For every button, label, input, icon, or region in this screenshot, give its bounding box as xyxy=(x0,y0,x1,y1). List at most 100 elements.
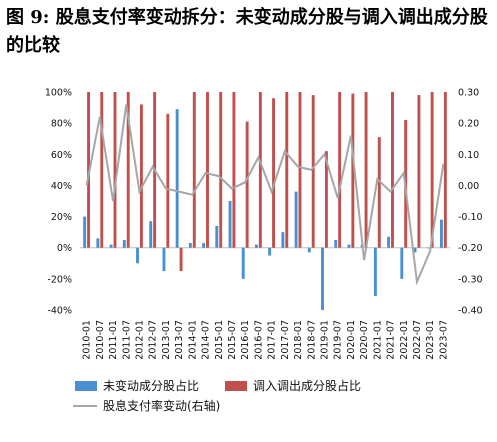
bar-inout xyxy=(285,92,289,248)
x-tick-label: 2022-01 xyxy=(399,320,410,360)
x-tick-label: 2021-07 xyxy=(386,320,397,360)
bar-unchanged xyxy=(122,239,126,248)
bar-unchanged xyxy=(294,191,298,248)
legend-swatch xyxy=(225,381,247,391)
x-tick-label: 2019-01 xyxy=(319,320,330,360)
x-tick-label: 2023-01 xyxy=(425,320,436,360)
bar-unchanged xyxy=(188,243,192,248)
x-tick-label: 2023-07 xyxy=(438,320,449,360)
bar-unchanged xyxy=(254,244,258,248)
bar-inout xyxy=(126,92,130,248)
x-tick-label: 2020-07 xyxy=(359,320,370,360)
y-right-tick-label: 0.00 xyxy=(458,181,479,192)
bar-inout xyxy=(232,92,236,248)
x-tick-label: 2011-01 xyxy=(108,320,119,360)
bar-inout xyxy=(206,92,209,248)
left-axis: -40% -20% 0% 20% 40% 60% 80% 100% xyxy=(45,88,72,317)
x-tick-label: 2018-07 xyxy=(306,320,317,360)
x-tick-label: 2015-01 xyxy=(214,320,225,360)
bar-inout xyxy=(179,247,183,272)
bar-inout xyxy=(192,92,196,248)
y-right-tick-label: -0.10 xyxy=(458,212,483,223)
bar-unchanged xyxy=(83,216,87,248)
x-tick-label: 2021-01 xyxy=(372,320,383,360)
x-tick-label: 2014-07 xyxy=(201,320,212,360)
y-left-tick-label: 80% xyxy=(51,119,72,130)
bar-unchanged xyxy=(162,247,166,272)
x-tick-label: 2015-07 xyxy=(227,320,238,360)
y-left-tick-label: 0% xyxy=(57,243,72,254)
bar-inout xyxy=(417,95,421,248)
bar-unchanged xyxy=(175,109,179,248)
bar-inout xyxy=(219,92,223,248)
x-tick-label: 2010-07 xyxy=(95,320,106,360)
x-tick-label: 2017-01 xyxy=(267,320,278,360)
bar-inout xyxy=(298,92,302,248)
bar-unchanged xyxy=(347,244,351,248)
bar-inout xyxy=(430,92,434,248)
bar-inout xyxy=(324,151,328,248)
bar-unchanged xyxy=(96,238,100,248)
x-tick-label: 2022-07 xyxy=(412,320,423,360)
bar-unchanged xyxy=(136,247,139,264)
bar-inout xyxy=(258,92,262,248)
bar-inout xyxy=(87,92,91,248)
bar-unchanged xyxy=(307,247,311,253)
bar-inout xyxy=(364,92,368,248)
x-axis: 2010-01 2010-07 2011-01 2011-07 2012-01 2012-… xyxy=(82,320,450,360)
bar-unchanged xyxy=(321,247,324,310)
bar-inout xyxy=(311,95,315,248)
bar-unchanged xyxy=(149,221,153,248)
x-tick-label: 2020-01 xyxy=(346,320,357,360)
y-left-tick-label: -40% xyxy=(47,306,72,317)
x-tick-label: 2019-07 xyxy=(333,320,344,360)
legend-label: 股息支付率变动(右轴) xyxy=(103,398,220,413)
bar-unchanged xyxy=(109,244,113,248)
bar-inout xyxy=(391,92,394,248)
bar-inout xyxy=(100,92,104,248)
x-tick-label: 2016-01 xyxy=(240,320,251,360)
x-tick-label: 2012-07 xyxy=(148,320,159,360)
y-right-tick-label: -0.30 xyxy=(458,274,483,285)
legend-swatch xyxy=(75,381,97,391)
x-tick-label: 2013-07 xyxy=(174,320,185,360)
bar-inout xyxy=(338,92,342,248)
y-left-tick-label: 40% xyxy=(51,181,72,192)
x-tick-label: 2018-01 xyxy=(293,320,304,360)
y-right-tick-label: 0.30 xyxy=(458,88,479,99)
bar-unchanged xyxy=(413,247,417,253)
bar-inout xyxy=(443,92,447,248)
bar-unchanged xyxy=(373,247,377,296)
bar-inout xyxy=(377,137,381,248)
chart-title: 图 9: 股息支付率变动拆分：未变动成分股与调入调出成分股的比较 xyxy=(6,7,488,56)
x-tick-label: 2010-01 xyxy=(82,320,93,360)
y-right-tick-label: 0.20 xyxy=(458,119,479,130)
plot-area xyxy=(80,92,450,310)
bar-unchanged xyxy=(334,239,338,248)
y-right-tick-label: -0.40 xyxy=(458,306,483,317)
bar-inout xyxy=(139,104,143,248)
bar-unchanged xyxy=(241,247,245,279)
bar-inout xyxy=(272,98,276,248)
legend-label: 未变动成分股占比 xyxy=(103,378,199,393)
bar-inout xyxy=(166,113,170,248)
bar-unchanged xyxy=(215,225,219,248)
x-tick-label: 2011-07 xyxy=(121,320,132,360)
bar-unchanged xyxy=(426,247,430,249)
x-tick-label: 2012-01 xyxy=(134,320,145,360)
x-tick-label: 2016-07 xyxy=(253,320,264,360)
bar-unchanged xyxy=(202,243,206,248)
bar-unchanged xyxy=(281,232,285,248)
y-left-tick-label: 60% xyxy=(51,150,72,161)
y-left-tick-label: -20% xyxy=(47,274,72,285)
x-tick-label: 2017-07 xyxy=(280,320,291,360)
x-tick-label: 2013-01 xyxy=(161,320,172,360)
series-line xyxy=(85,104,445,286)
bar-inout xyxy=(351,93,355,248)
y-right-tick-label: -0.20 xyxy=(458,243,483,254)
bar-unchanged xyxy=(268,247,272,256)
y-left-tick-label: 100% xyxy=(45,88,72,99)
bar-inout xyxy=(245,121,249,248)
